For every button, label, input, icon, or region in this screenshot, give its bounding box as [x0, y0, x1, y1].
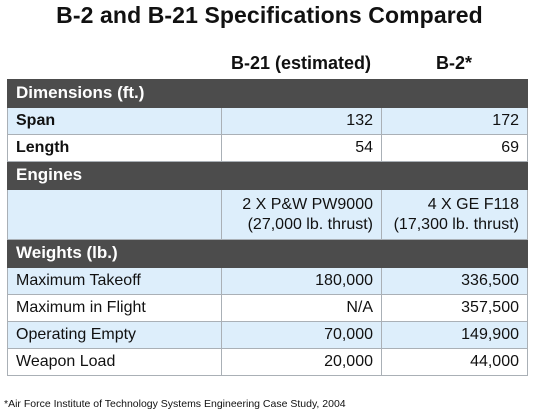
b2-value: 149,900: [381, 321, 528, 349]
table-row: Maximum in Flight N/A 357,500: [7, 294, 528, 322]
b2-value: 336,500: [381, 267, 528, 295]
column-header-b2: B-2*: [435, 53, 472, 73]
table-row: Length 54 69: [7, 134, 528, 162]
b21-value: 70,000: [221, 321, 382, 349]
section-title: Dimensions (ft.): [7, 79, 528, 108]
b21-engine-value: 2 X P&W PW9000 (27,000 lb. thrust): [221, 189, 382, 240]
b21-value: N/A: [221, 294, 382, 322]
b2-engine-thrust: (17,300 lb. thrust): [393, 215, 519, 233]
row-label: Operating Empty: [7, 321, 222, 349]
footnote: *Air Force Institute of Technology Syste…: [4, 398, 346, 410]
section-header-dimensions: Dimensions (ft.): [7, 79, 528, 108]
b2-engine-count: 4 X GE F118: [427, 196, 519, 214]
table-row: Operating Empty 70,000 149,900: [7, 321, 528, 349]
b2-value: 172: [381, 107, 528, 135]
row-label: [7, 189, 222, 240]
column-header-b21: B-21 (estimated): [230, 53, 372, 73]
row-label: Length: [7, 134, 222, 162]
b21-value: 180,000: [221, 267, 382, 295]
b21-engine-count: 2 X P&W PW9000: [242, 196, 373, 214]
row-label: Maximum Takeoff: [7, 267, 222, 295]
section-header-engines: Engines: [7, 161, 528, 190]
b2-value: 69: [381, 134, 528, 162]
b2-value: 357,500: [381, 294, 528, 322]
row-label: Maximum in Flight: [7, 294, 222, 322]
row-label: Weapon Load: [7, 348, 222, 376]
table-row: Maximum Takeoff 180,000 336,500: [7, 267, 528, 295]
section-title: Weights (lb.): [7, 239, 528, 268]
table-row: Weapon Load 20,000 44,000: [7, 348, 528, 376]
b2-engine-value: 4 X GE F118 (17,300 lb. thrust): [381, 189, 528, 240]
section-title: Engines: [7, 161, 528, 190]
section-header-weights: Weights (lb.): [7, 239, 528, 268]
b21-engine-thrust: (27,000 lb. thrust): [247, 215, 373, 233]
page-title: B-2 and B-21 Specifications Compared: [56, 2, 483, 28]
table-row: 2 X P&W PW9000 (27,000 lb. thrust) 4 X G…: [7, 189, 528, 240]
b21-value: 20,000: [221, 348, 382, 376]
table-row: Span 132 172: [7, 107, 528, 135]
column-headers: B-21 (estimated) B-2*: [7, 53, 527, 79]
b21-value: 54: [221, 134, 382, 162]
specs-table: Dimensions (ft.) Span 132 172 Length 54 …: [7, 79, 528, 376]
b2-value: 44,000: [381, 348, 528, 376]
b21-value: 132: [221, 107, 382, 135]
row-label: Span: [7, 107, 222, 135]
